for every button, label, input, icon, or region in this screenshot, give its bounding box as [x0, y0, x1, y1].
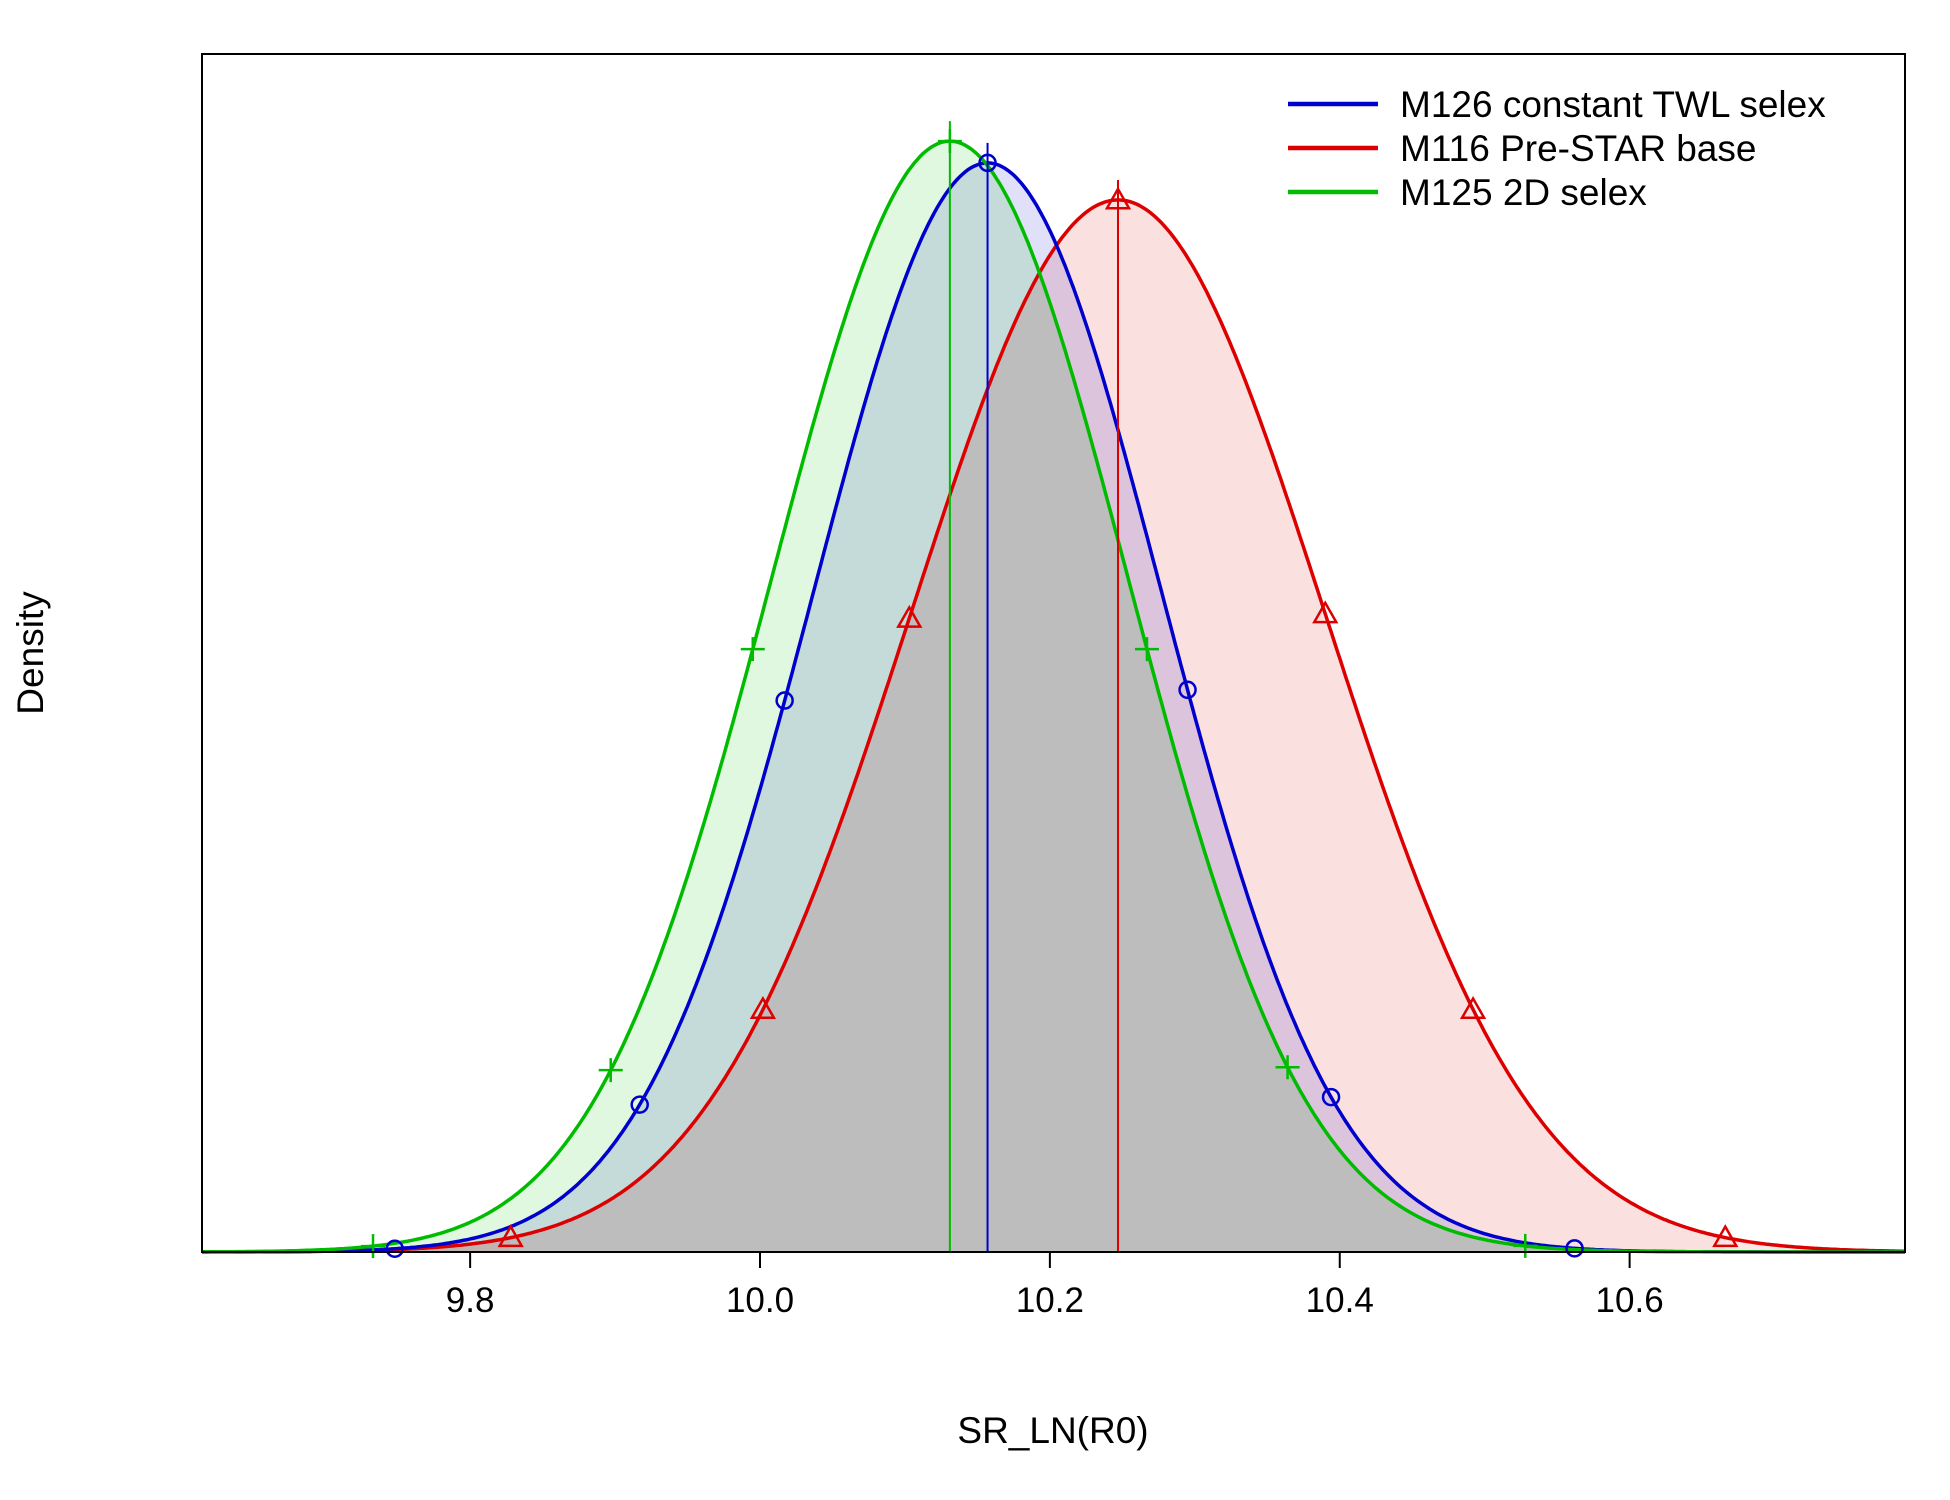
y-axis-label: Density	[10, 591, 51, 715]
m126-constant-twl-selex-marker-3	[978, 153, 997, 173]
m116-pre-star-base-marker-5	[1459, 996, 1487, 1020]
m126-constant-twl-selex-marker-6	[1565, 1239, 1584, 1258]
mean-lines	[948, 121, 1119, 1252]
x-tick-label-3: 10.4	[1306, 1281, 1374, 1320]
x-tick-label-2: 10.2	[1016, 1281, 1084, 1320]
m116-pre-star-base-curve	[202, 198, 1905, 1254]
m126-constant-twl-selex-marker-1	[630, 1095, 649, 1114]
m116-pre-star-base-marker-1	[749, 996, 777, 1020]
m125-2d-selex-marker-2	[740, 637, 765, 662]
x-tick-label-0: 9.8	[446, 1281, 495, 1320]
x-tick-label-1: 10.0	[726, 1281, 794, 1320]
x-axis: 9.8 10.0 10.2 10.4 10.6	[446, 1252, 1664, 1320]
m126-constant-twl-selex-marker-2	[775, 691, 794, 710]
quantile-markers	[361, 129, 1739, 1259]
legend-label-2: M125 2D selex	[1400, 172, 1647, 213]
m116-pre-star-base-marker-4	[1312, 600, 1339, 624]
legend-label-0: M126 constant TWL selex	[1400, 84, 1826, 125]
m125-2d-selex-marker-6	[1513, 1233, 1538, 1258]
density-fills	[202, 141, 1905, 1253]
m125-2d-selex-marker-5	[1275, 1055, 1300, 1080]
m116-pre-star-base-marker-0	[497, 1224, 524, 1248]
m125-2d-selex-marker-0	[361, 1234, 386, 1259]
plot-frame	[201, 53, 1906, 1253]
m126-constant-twl-selex-marker-0	[385, 1239, 405, 1258]
m126-constant-twl-selex-marker-5	[1321, 1087, 1341, 1107]
x-axis-label: SR_LN(R0)	[957, 1410, 1148, 1451]
m125-2d-selex-marker-1	[598, 1058, 623, 1083]
m116-pre-star-base-marker-6	[1712, 1224, 1739, 1248]
x-tick-label-4: 10.6	[1596, 1281, 1664, 1320]
m116-pre-star-base-tail-right	[1725, 1237, 1905, 1252]
m116-pre-star-base-marker-3	[1104, 186, 1132, 210]
legend-label-1: M116 Pre-STAR base	[1400, 128, 1756, 169]
m125-2d-selex-marker-4	[1134, 637, 1159, 662]
overlap-fill	[202, 273, 1905, 1253]
m116-pre-star-base-marker-2	[896, 604, 923, 628]
m126-constant-twl-selex-marker-4	[1178, 680, 1197, 700]
m125-2d-selex-marker-3	[937, 129, 962, 154]
